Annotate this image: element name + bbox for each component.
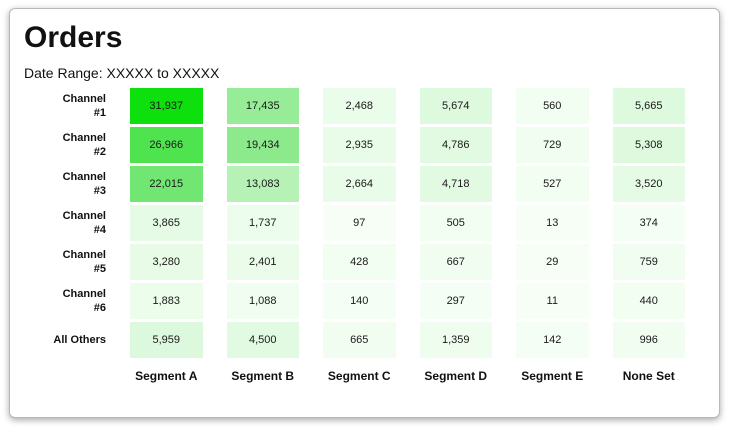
heatmap-cell: 13: [516, 205, 589, 241]
heatmap-cell: 3,280: [130, 244, 203, 280]
heatmap-cell: 560: [516, 88, 589, 124]
heatmap-cell: 428: [323, 244, 396, 280]
heatmap-row: Channel #2 26,966 19,434 2,935 4,786 729…: [48, 127, 685, 163]
heatmap-cell: 5,959: [130, 322, 203, 358]
heatmap-cell: 2,468: [323, 88, 396, 124]
heatmap-cell: 97: [323, 205, 396, 241]
corner-spacer: [48, 361, 106, 383]
heatmap-cell: 142: [516, 322, 589, 358]
heatmap-cell: 5,674: [419, 88, 492, 124]
heatmap-row: Channel #3 22,015 13,083 2,664 4,718 527…: [48, 166, 685, 202]
heatmap-cell: 29: [516, 244, 589, 280]
heatmap-row: Channel #1 31,937 17,435 2,468 5,674 560…: [48, 88, 685, 124]
heatmap-cell: 13,083: [226, 166, 299, 202]
heatmap-cell: 729: [516, 127, 589, 163]
heatmap-cell: 2,401: [226, 244, 299, 280]
heatmap-cell: 5,665: [612, 88, 685, 124]
heatmap-cell: 665: [323, 322, 396, 358]
heatmap-cell: 3,520: [612, 166, 685, 202]
heatmap-cell: 26,966: [130, 127, 203, 163]
row-label: Channel #4: [62, 209, 106, 236]
heatmap-cell: 140: [323, 283, 396, 319]
column-header: Segment D: [424, 369, 488, 383]
heatmap-cell: 3,865: [130, 205, 203, 241]
heatmap-cell: 17,435: [226, 88, 299, 124]
heatmap-cell: 4,718: [419, 166, 492, 202]
row-label: Channel #1: [62, 92, 106, 119]
row-label: Channel #5: [62, 248, 106, 275]
heatmap-cell: 440: [612, 283, 685, 319]
heatmap-cell: 19,434: [226, 127, 299, 163]
row-label: Channel #3: [62, 170, 106, 197]
heatmap-row: Channel #4 3,865 1,737 97 505 13 374: [48, 205, 685, 241]
row-label: Channel #2: [62, 131, 106, 158]
heatmap-cell: 11: [516, 283, 589, 319]
heatmap-cell: 2,935: [323, 127, 396, 163]
report-card: Orders Date Range: XXXXX to XXXXX Channe…: [9, 8, 720, 418]
heatmap-row: Channel #6 1,883 1,088 140 297 11 440: [48, 283, 685, 319]
heatmap-cell: 31,937: [130, 88, 203, 124]
column-header: Segment E: [521, 369, 584, 383]
heatmap-cell: 996: [612, 322, 685, 358]
heatmap-cell: 759: [612, 244, 685, 280]
heatmap-cell: 1,088: [226, 283, 299, 319]
orders-heatmap: Channel #1 31,937 17,435 2,468 5,674 560…: [24, 85, 709, 386]
column-header: Segment A: [135, 369, 198, 383]
page-title: Orders: [24, 21, 123, 54]
heatmap-row: All Others 5,959 4,500 665 1,359 142 996: [48, 322, 685, 358]
heatmap-row: Channel #5 3,280 2,401 428 667 29 759: [48, 244, 685, 280]
heatmap-cell: 1,737: [226, 205, 299, 241]
heatmap-cell: 527: [516, 166, 589, 202]
heatmap-cell: 22,015: [130, 166, 203, 202]
row-label: Channel #6: [62, 287, 106, 314]
heatmap-cell: 5,308: [612, 127, 685, 163]
heatmap-cell: 1,883: [130, 283, 203, 319]
date-range-label: Date Range: XXXXX to XXXXX: [24, 65, 220, 81]
heatmap-cell: 4,500: [226, 322, 299, 358]
row-label: All Others: [53, 333, 106, 346]
heatmap-cell: 505: [419, 205, 492, 241]
heatmap-cell: 374: [612, 205, 685, 241]
heatmap-cell: 667: [419, 244, 492, 280]
heatmap-cell: 297: [419, 283, 492, 319]
heatmap-cell: 4,786: [419, 127, 492, 163]
heatmap-cell: 2,664: [323, 166, 396, 202]
column-header-row: Segment A Segment B Segment C Segment D …: [48, 361, 685, 383]
column-header: Segment C: [327, 369, 391, 383]
column-header: None Set: [622, 369, 675, 383]
column-header: Segment B: [231, 369, 295, 383]
heatmap-cell: 1,359: [419, 322, 492, 358]
